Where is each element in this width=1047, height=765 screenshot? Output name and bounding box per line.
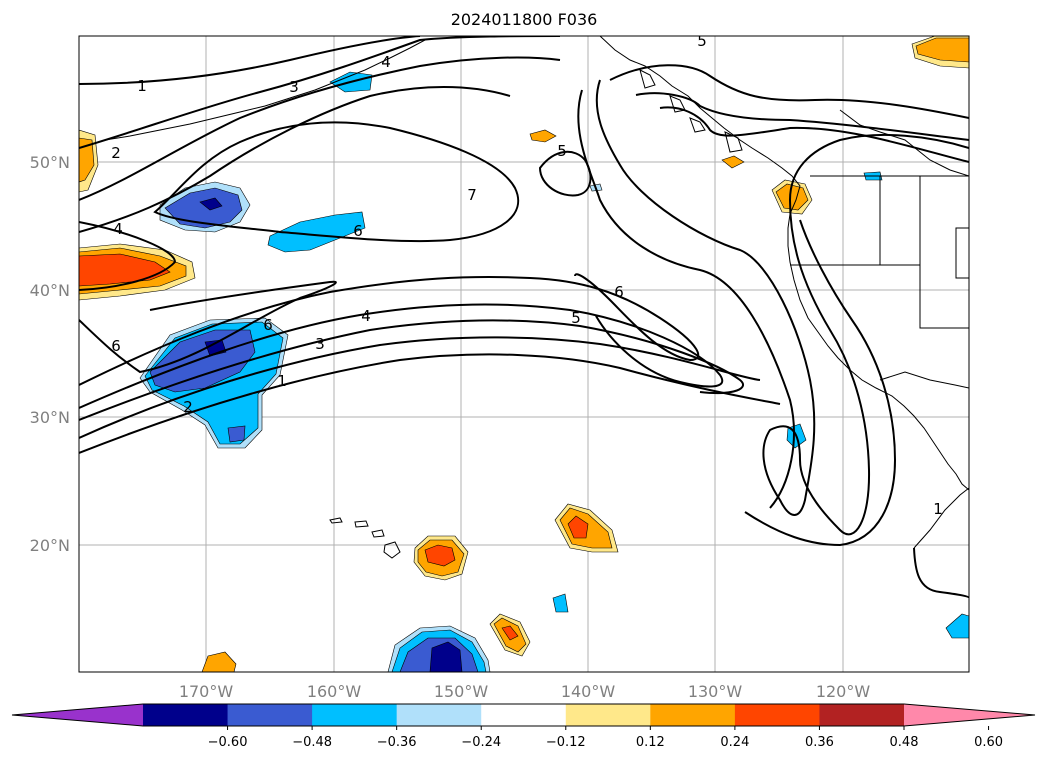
lon-label: 120°W [816, 682, 871, 701]
contour-line [79, 86, 511, 233]
contour-label: 3 [289, 78, 299, 96]
colorbar-extend-low [12, 704, 143, 726]
contour-line [79, 273, 700, 386]
lat-label: 50°N [30, 153, 70, 172]
contour-label: 5 [557, 142, 567, 160]
positive-blob [529, 129, 557, 143]
colorbar-label: 0.24 [720, 735, 749, 750]
contour-label: 3 [315, 335, 325, 353]
colorbar-label: −0.24 [461, 735, 501, 750]
positive-blob [501, 625, 519, 641]
colorbar-segment [481, 704, 567, 726]
colorbar-segment [565, 704, 651, 726]
contour-line [635, 92, 969, 141]
positive-blob [915, 37, 969, 63]
contour-line [153, 121, 520, 243]
colorbar-label: 0.48 [890, 735, 919, 750]
shaded-anomalies [79, 36, 969, 672]
colorbar-label: −0.12 [546, 735, 586, 750]
contour-line [79, 319, 745, 421]
contour-label: 7 [467, 186, 477, 204]
positive-blob [567, 515, 589, 539]
coastlines [104, 36, 969, 559]
negative-blob [429, 641, 463, 672]
contour-label: 6 [353, 222, 363, 240]
contour-label: 6 [614, 283, 624, 301]
lat-label: 30°N [30, 408, 70, 427]
negative-blob [945, 613, 969, 639]
lat-label: 20°N [30, 536, 70, 555]
contour-label: 2 [111, 144, 121, 162]
contour-line [79, 221, 177, 291]
contour-label: 6 [111, 337, 121, 355]
lon-label: 150°W [434, 682, 489, 701]
contour-line [577, 89, 795, 509]
negative-blob [267, 211, 366, 253]
contour-line [79, 303, 724, 409]
contour-line [659, 106, 969, 163]
negative-blob [199, 197, 223, 211]
map-area: 1 2 3 4 6 6 3 4 1 2 6 7 5 5 6 4 5 1 [79, 32, 969, 672]
lon-label: 140°W [561, 682, 616, 701]
colorbar-segment [227, 704, 313, 726]
lon-label: 130°W [688, 682, 743, 701]
positive-blob [721, 155, 745, 169]
contour-label: 1 [933, 500, 943, 518]
negative-blob [552, 593, 569, 613]
colorbar-segment [312, 704, 398, 726]
contour-label: 2 [183, 398, 193, 416]
contour-line [79, 56, 561, 201]
contour-line [538, 150, 592, 197]
lon-label: 160°W [307, 682, 362, 701]
contour-line [79, 36, 561, 149]
contour-labels: 1 2 3 4 6 6 3 4 1 2 6 7 5 5 6 4 5 1 [111, 32, 943, 518]
colorbar-segment [143, 704, 229, 726]
colorbar-segment [396, 704, 482, 726]
colorbar-label: −0.48 [292, 735, 332, 750]
contour-label: 1 [137, 77, 147, 95]
colorbar-label: −0.60 [208, 735, 248, 750]
contour-label: 4 [361, 307, 371, 325]
colorbar-segment [650, 704, 736, 726]
colorbar-label: 0.36 [805, 735, 834, 750]
positive-blob [775, 183, 809, 211]
contour-label: 4 [113, 220, 123, 238]
contour-line [744, 219, 897, 547]
colorbar-outline [11, 703, 1036, 727]
longitude-labels: 170°W 160°W 150°W 140°W 130°W 120°W [179, 682, 871, 701]
latitude-labels: 50°N 40°N 30°N 20°N [30, 153, 70, 555]
positive-blob [424, 544, 456, 567]
contour-line [79, 336, 761, 439]
map-title: 2024011800 F036 [450, 10, 598, 29]
colorbar-segment [734, 704, 820, 726]
contour-line [79, 353, 781, 454]
negative-blob [227, 425, 246, 443]
colorbar-segment [819, 704, 905, 726]
contour-label: 6 [263, 316, 273, 334]
contour-label: 5 [571, 309, 581, 327]
positive-blob [79, 137, 95, 183]
positive-blob [201, 651, 237, 672]
negative-blob [164, 187, 243, 229]
contour-lines [79, 36, 969, 599]
colorbar-extend-high [904, 704, 1035, 726]
contour-line [595, 79, 969, 536]
colorbar: −0.60 −0.48 −0.36 −0.24 −0.12 0.12 0.24 0.36 0.4… [11, 703, 1036, 750]
map-frame [78, 35, 970, 673]
contour-label: 5 [697, 32, 707, 50]
lat-label: 40°N [30, 281, 70, 300]
colorbar-label: −0.36 [377, 735, 417, 750]
contour-line [913, 547, 969, 599]
lon-label: 170°W [179, 682, 234, 701]
contour-line [79, 36, 421, 85]
contour-line [609, 64, 969, 119]
colorbar-label: 0.60 [974, 735, 1003, 750]
contour-label: 4 [381, 53, 391, 71]
contour-label: 1 [277, 372, 287, 390]
colorbar-label: 0.12 [636, 735, 665, 750]
